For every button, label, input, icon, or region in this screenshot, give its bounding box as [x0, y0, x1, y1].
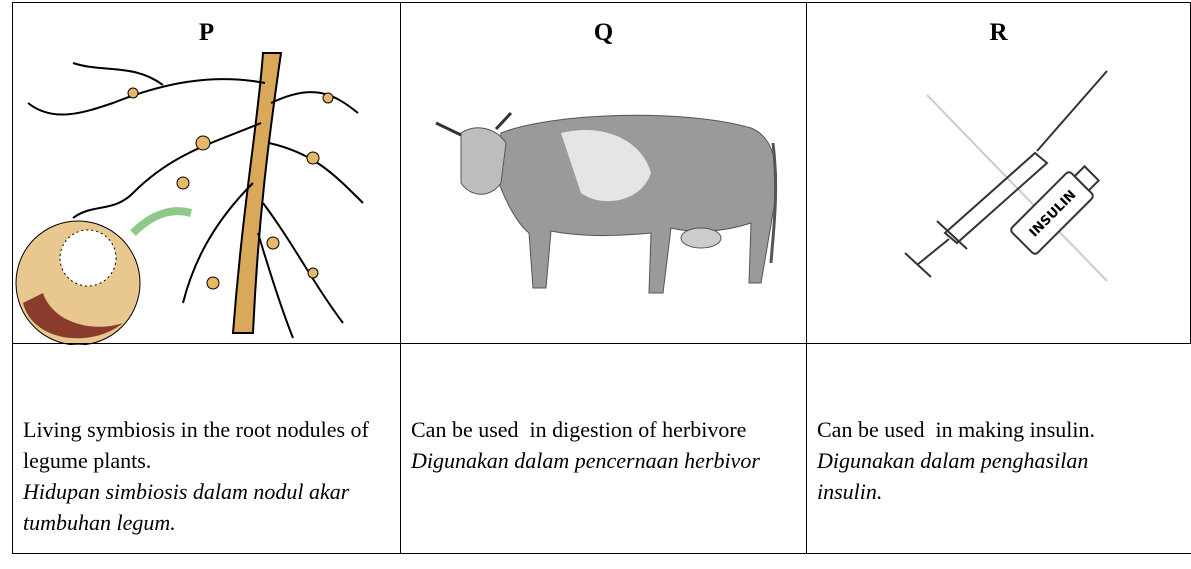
- english-text: Can be used in making insulin.: [817, 417, 1096, 442]
- syringe-illustration: INSULIN: [904, 70, 1108, 282]
- root-nodule-illustration: [15, 52, 364, 345]
- header: Q: [593, 19, 614, 46]
- cell-q: Q: [400, 2, 807, 344]
- malay-text: Digunakan dalam penghasilan insulin.: [817, 448, 1094, 504]
- description-r: Can be used in making insulin. Digunakan …: [806, 343, 1191, 554]
- malay-text: Digunakan dalam pencernaan herbivor: [411, 448, 760, 473]
- english-text: Can be used in digestion of herbivore: [411, 417, 747, 442]
- cell-p: P: [12, 2, 401, 345]
- cell-r: R INSULIN: [806, 2, 1191, 344]
- header: P: [198, 19, 215, 46]
- header: R: [989, 19, 1008, 46]
- description-q: Can be used in digestion of herbivore Dig…: [400, 343, 807, 554]
- malay-text: Hidupan simbiosis dalam nodul akar tumbu…: [23, 479, 355, 535]
- english-text: Living symbiosis in the root nodules of …: [23, 417, 375, 473]
- cow-illustration: [435, 111, 778, 294]
- description-p: Living symbiosis in the root nodules of …: [12, 343, 401, 554]
